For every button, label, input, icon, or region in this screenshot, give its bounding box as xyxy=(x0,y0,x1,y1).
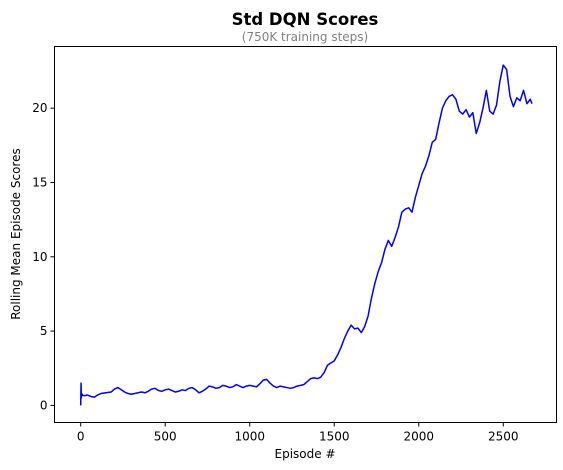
x-tick-label: 2000 xyxy=(403,430,434,444)
y-tick-label: 10 xyxy=(32,250,47,264)
x-tick-label: 0 xyxy=(77,430,85,444)
y-tick-label: 0 xyxy=(40,398,48,412)
ticks-layer: 0 500 1000 1500 2000 2500 0 5 10 15 20 xyxy=(32,101,518,443)
y-axis-label: Rolling Mean Episode Scores xyxy=(9,148,23,320)
plot-frame xyxy=(54,46,557,423)
y-tick-label: 5 xyxy=(40,324,48,338)
x-tick-label: 1000 xyxy=(234,430,265,444)
x-tick-label: 1500 xyxy=(319,430,350,444)
chart-subtitle: (750K training steps) xyxy=(242,30,368,44)
y-tick-label: 20 xyxy=(32,101,47,115)
y-tick-label: 15 xyxy=(32,175,47,189)
x-tick-label: 2500 xyxy=(488,430,519,444)
chart-title: Std DQN Scores xyxy=(232,10,379,29)
x-axis-label: Episode # xyxy=(275,447,336,461)
series-line xyxy=(79,64,533,406)
x-tick-label: 500 xyxy=(154,430,177,444)
